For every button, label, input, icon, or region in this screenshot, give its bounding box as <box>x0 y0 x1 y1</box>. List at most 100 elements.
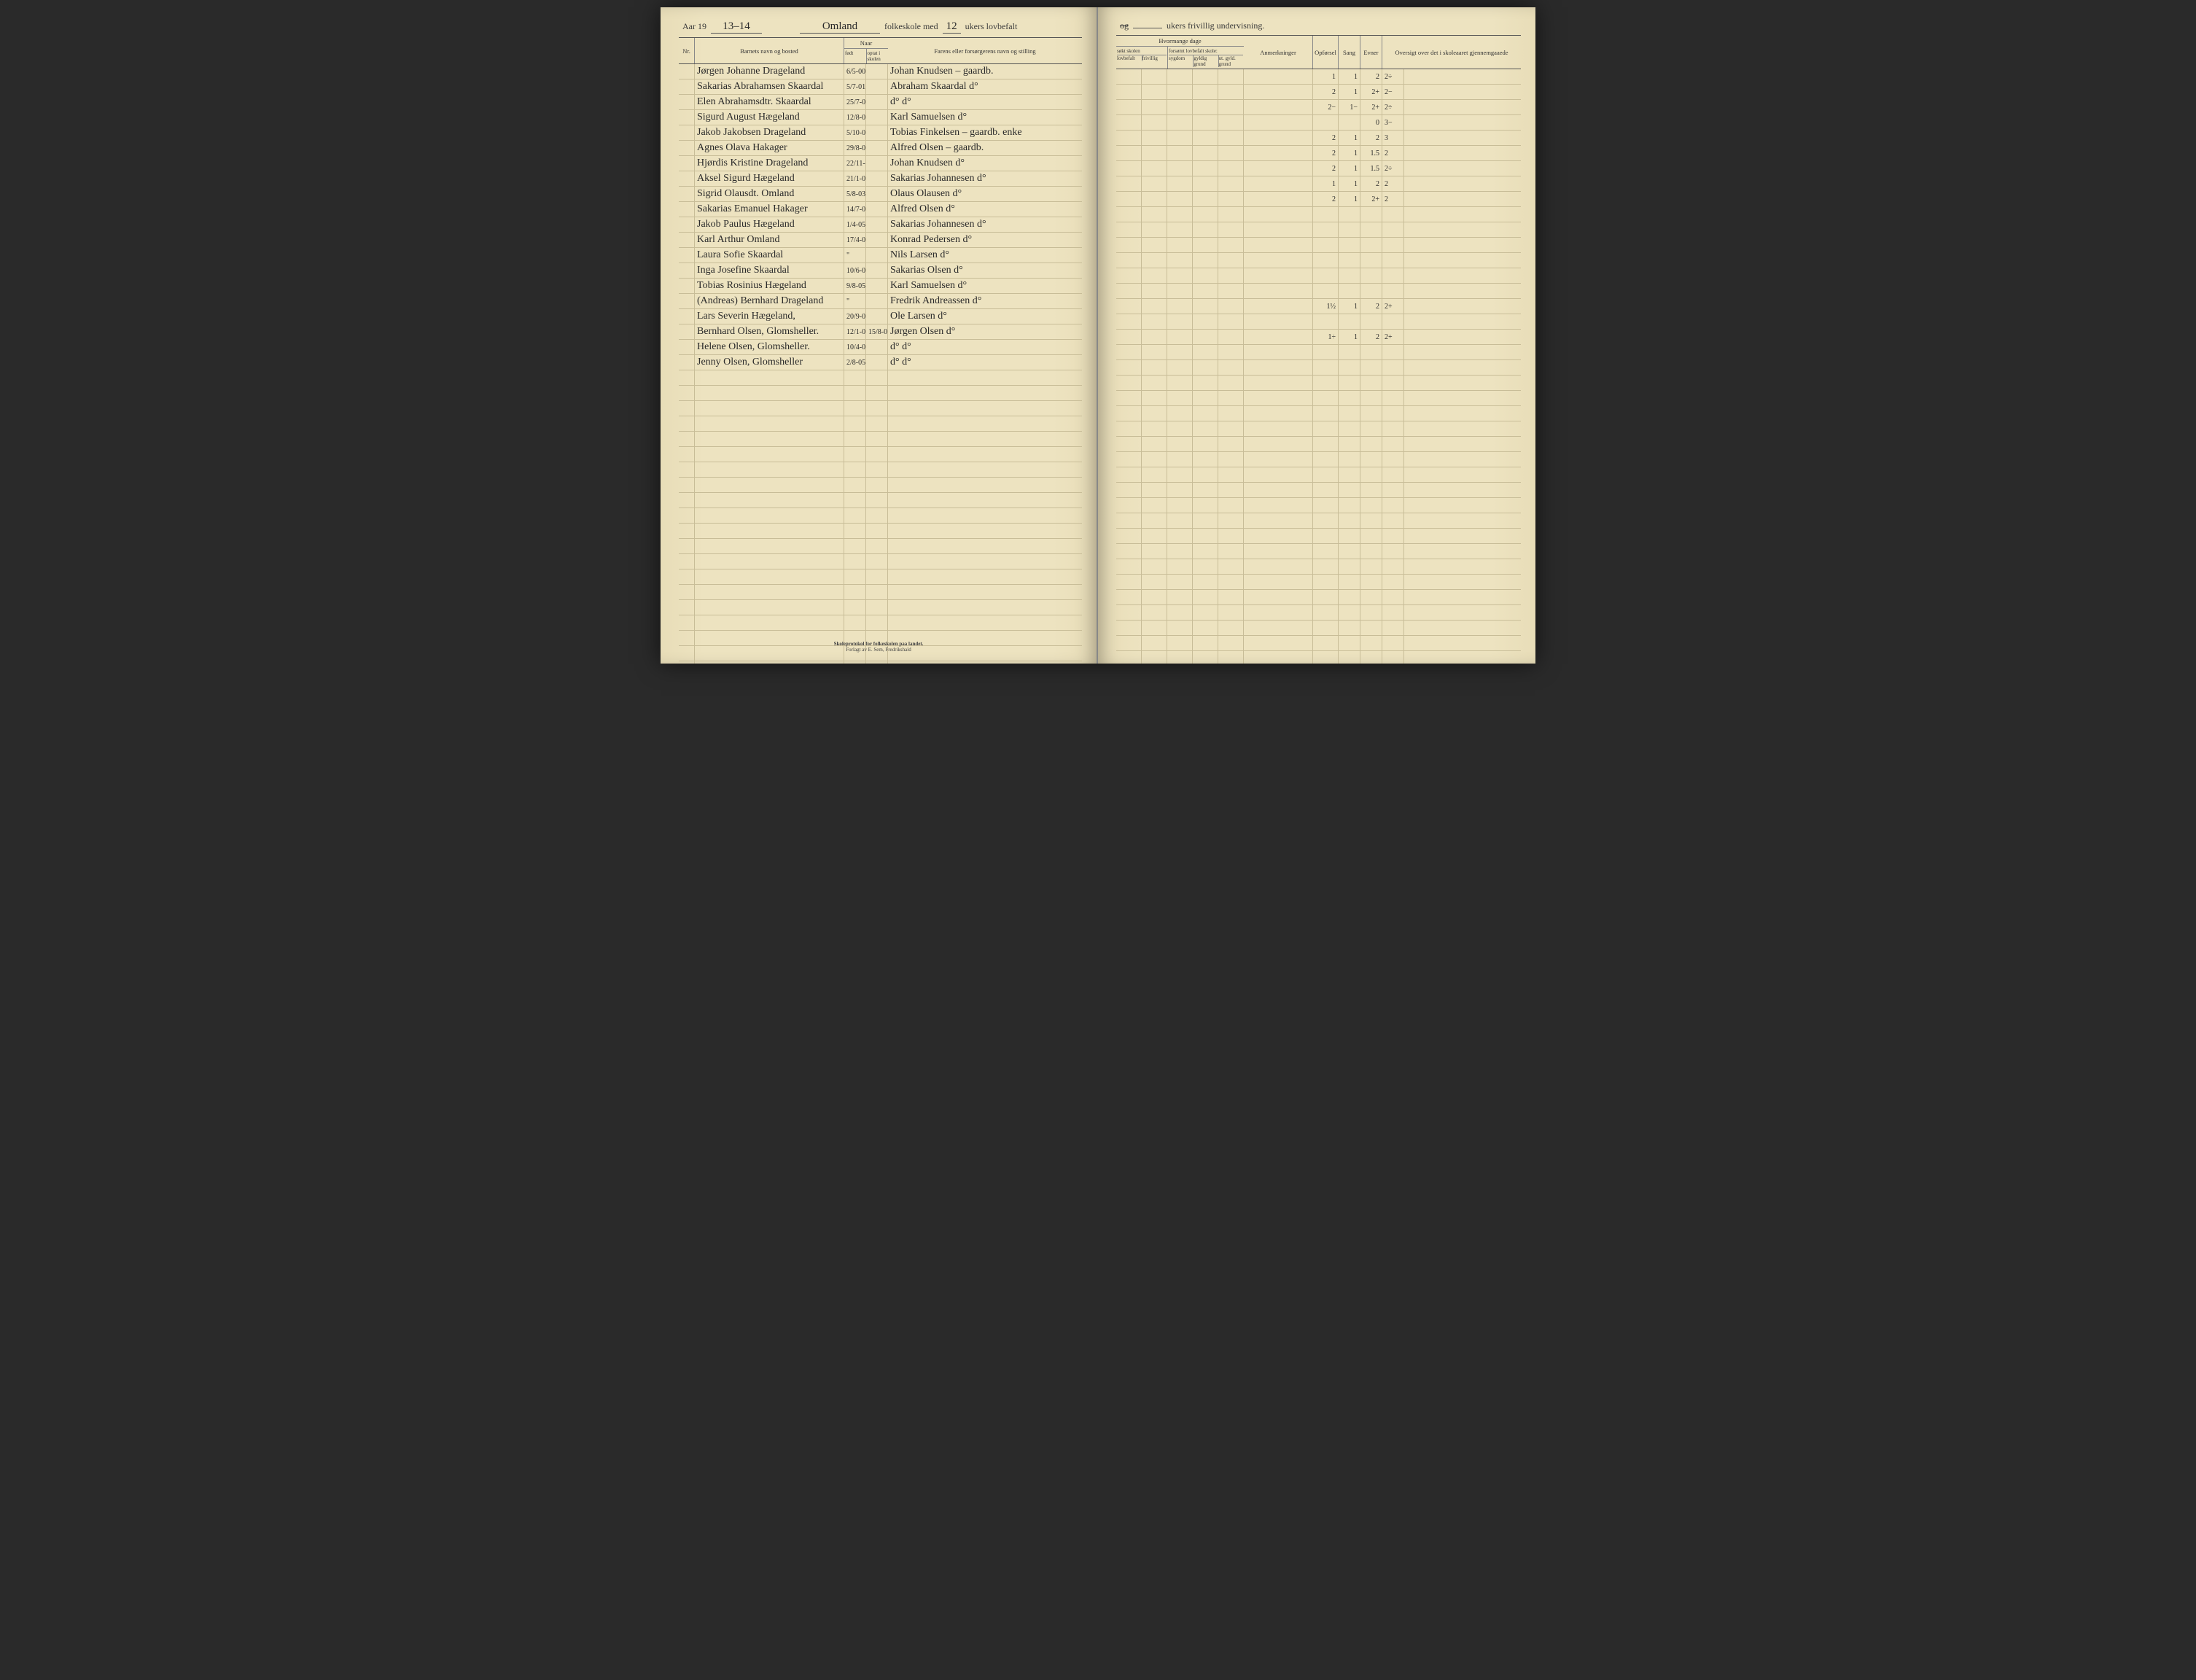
cell-optat <box>866 340 888 354</box>
table-row: Sigrid Olausdt. Omland5/8-03Olaus Olause… <box>679 187 1082 202</box>
cell-lovbefalt <box>1116 345 1142 359</box>
table-row: Lars Severin Hægeland,20/9-04Ole Larsen … <box>679 309 1082 324</box>
table-row: Helene Olsen, Glomsheller.10/4-03d° d° <box>679 340 1082 355</box>
cell-oversigt <box>1404 69 1521 84</box>
cell-sang: 1 <box>1339 85 1360 99</box>
cell-oversigt <box>1404 345 1521 359</box>
cell-fodt: 20/9-04 <box>844 309 866 324</box>
cell-anm <box>1244 330 1313 344</box>
cell-opforsel: 2 <box>1313 192 1339 206</box>
cell-nr <box>679 340 695 354</box>
cell-name: Sigrid Olausdt. Omland <box>695 187 844 201</box>
cell-oversigt <box>1404 115 1521 130</box>
cell-opforsel: 1½ <box>1313 299 1339 314</box>
cell-parent: Sakarias Johannesen d° <box>888 171 1082 186</box>
cell-sang: 1 <box>1339 146 1360 160</box>
cell-e1: 0 <box>1360 115 1382 130</box>
cell-opforsel <box>1313 253 1339 268</box>
cell-parent: d° d° <box>888 95 1082 109</box>
cell-fodt: 21/1-03 <box>844 171 866 186</box>
table-header-left: Nr. Barnets navn og bosted Naar født opt… <box>679 37 1082 64</box>
col-naar-group: Naar født optat i skolen <box>844 38 888 63</box>
header-mid2: ukers lovbefalt <box>965 21 1018 32</box>
cell-parent: Abraham Skaardal d° <box>888 79 1082 94</box>
cell-gyldig <box>1193 100 1218 114</box>
cell-fodt: 1/4-05 <box>844 217 866 232</box>
cell-nr <box>679 141 695 155</box>
cell-sang: 1− <box>1339 100 1360 114</box>
table-row-empty <box>679 615 1082 631</box>
cell-optat <box>866 263 888 278</box>
cell-frivillig <box>1142 192 1167 206</box>
cell-opforsel <box>1313 222 1339 237</box>
table-row: Sakarias Abrahamsen Skaardal5/7-01Abraha… <box>679 79 1082 95</box>
table-row-empty <box>1116 421 1521 437</box>
cell-name: Karl Arthur Omland <box>695 233 844 247</box>
cell-name: Bernhard Olsen, Glomsheller. <box>695 324 844 339</box>
cell-anm <box>1244 314 1313 329</box>
table-row: Elen Abrahamsdtr. Skaardal25/7-01d° d° <box>679 95 1082 110</box>
cell-ugyldig <box>1218 222 1244 237</box>
cell-anm <box>1244 176 1313 191</box>
cell-anm <box>1244 238 1313 252</box>
cell-frivillig <box>1142 299 1167 314</box>
cell-gyldig <box>1193 85 1218 99</box>
rows-right: 1122÷212+2−2−1−2+2÷03−2123211.52211.52÷1… <box>1116 69 1521 664</box>
cell-e2: 2 <box>1382 176 1404 191</box>
cell-gyldig <box>1193 299 1218 314</box>
cell-parent: Sakarias Olsen d° <box>888 263 1082 278</box>
cell-sang <box>1339 253 1360 268</box>
cell-lovbefalt <box>1116 85 1142 99</box>
cell-parent: Karl Samuelsen d° <box>888 110 1082 125</box>
cell-opforsel <box>1313 345 1339 359</box>
cell-anm <box>1244 207 1313 222</box>
table-row: 212+2− <box>1116 85 1521 100</box>
cell-e2: 3− <box>1382 115 1404 130</box>
table-header-right: Hvormange dage søkt skolen lovbefalt fri… <box>1116 35 1521 69</box>
cell-opforsel: 1÷ <box>1313 330 1339 344</box>
cell-oversigt <box>1404 100 1521 114</box>
cell-gyldig <box>1193 345 1218 359</box>
cell-lovbefalt <box>1116 115 1142 130</box>
cell-anm <box>1244 222 1313 237</box>
cell-frivillig <box>1142 238 1167 252</box>
cell-oversigt <box>1404 85 1521 99</box>
cell-frivillig <box>1142 69 1167 84</box>
table-row: Jakob Paulus Hægeland1/4-05Sakarias Joha… <box>679 217 1082 233</box>
cell-e1: 2 <box>1360 69 1382 84</box>
cell-sang: 1 <box>1339 161 1360 176</box>
table-row-empty <box>1116 406 1521 421</box>
cell-e1: 2 <box>1360 299 1382 314</box>
cell-e2 <box>1382 360 1404 375</box>
cell-gyldig <box>1193 222 1218 237</box>
cell-sang <box>1339 284 1360 298</box>
cell-nr <box>679 324 695 339</box>
cell-nr <box>679 309 695 324</box>
cell-name: Jakob Jakobsen Drageland <box>695 125 844 140</box>
cell-lovbefalt <box>1116 161 1142 176</box>
cell-nr <box>679 355 695 370</box>
cell-fodt: 9/8-05 <box>844 279 866 293</box>
table-row: Inga Josefine Skaardal10/6-02Sakarias Ol… <box>679 263 1082 279</box>
cell-ugyldig <box>1218 299 1244 314</box>
cell-parent: Nils Larsen d° <box>888 248 1082 262</box>
col-fodt: født <box>844 49 867 63</box>
table-row-empty <box>679 493 1082 508</box>
table-row-empty <box>1116 437 1521 452</box>
rows-left: Jørgen Johanne Drageland6/5-00Johan Knud… <box>679 64 1082 664</box>
cell-ugyldig <box>1218 207 1244 222</box>
cell-ugyldig <box>1218 253 1244 268</box>
table-row-empty <box>1116 559 1521 575</box>
cell-e1 <box>1360 284 1382 298</box>
cell-sygdom <box>1167 222 1193 237</box>
cell-sang <box>1339 314 1360 329</box>
cell-lovbefalt <box>1116 207 1142 222</box>
cell-sygdom <box>1167 131 1193 145</box>
cell-lovbefalt <box>1116 330 1142 344</box>
cell-e1: 2 <box>1360 131 1382 145</box>
table-row-empty <box>679 569 1082 585</box>
cell-frivillig <box>1142 284 1167 298</box>
table-row-empty <box>1116 452 1521 467</box>
cell-e1 <box>1360 222 1382 237</box>
cell-nr <box>679 171 695 186</box>
